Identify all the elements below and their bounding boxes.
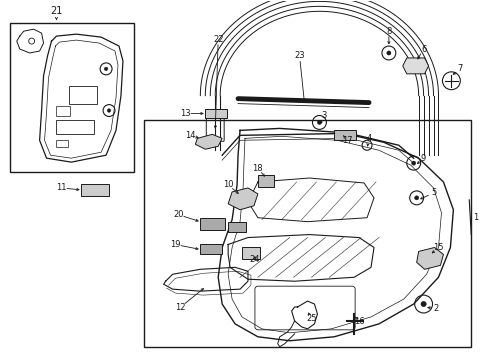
Text: 17: 17: [342, 136, 352, 145]
Polygon shape: [416, 247, 443, 269]
Bar: [258, 175, 274, 187]
Text: 7: 7: [458, 64, 463, 73]
Text: 2: 2: [434, 305, 439, 314]
Circle shape: [421, 301, 426, 307]
Polygon shape: [196, 134, 222, 149]
Text: 21: 21: [50, 6, 63, 16]
Circle shape: [415, 196, 419, 200]
Text: 13: 13: [180, 109, 191, 118]
Text: 19: 19: [171, 240, 181, 249]
Text: 9: 9: [421, 154, 426, 163]
Bar: [56, 121, 94, 134]
Circle shape: [318, 120, 321, 125]
Text: 20: 20: [173, 210, 184, 219]
Bar: [10, 23, 134, 172]
Text: 25: 25: [306, 314, 317, 323]
Circle shape: [387, 51, 391, 55]
Text: 24: 24: [250, 255, 260, 264]
Polygon shape: [228, 188, 258, 210]
Bar: [242, 247, 260, 260]
Text: 6: 6: [421, 45, 426, 54]
Text: 12: 12: [175, 302, 186, 311]
Bar: [56, 105, 71, 116]
Bar: [81, 184, 109, 196]
Bar: [205, 109, 227, 118]
Text: 23: 23: [294, 51, 305, 60]
Bar: [200, 218, 225, 230]
Text: 22: 22: [213, 35, 223, 44]
Bar: [144, 121, 471, 347]
Text: 5: 5: [431, 188, 436, 197]
Bar: [200, 244, 222, 255]
Polygon shape: [403, 58, 429, 74]
Bar: [334, 130, 356, 140]
Text: 15: 15: [433, 243, 444, 252]
Bar: [228, 222, 246, 231]
Text: 4: 4: [367, 134, 371, 143]
Bar: [70, 86, 97, 104]
Text: 16: 16: [354, 318, 365, 327]
Text: 14: 14: [185, 131, 196, 140]
Circle shape: [412, 161, 416, 165]
Circle shape: [107, 109, 111, 112]
Bar: [56, 140, 69, 147]
Text: 11: 11: [56, 184, 67, 193]
Text: 10: 10: [223, 180, 233, 189]
Text: 18: 18: [252, 163, 263, 172]
Circle shape: [104, 67, 108, 71]
Text: 8: 8: [386, 27, 392, 36]
Text: 1: 1: [473, 213, 479, 222]
Text: 3: 3: [322, 111, 327, 120]
